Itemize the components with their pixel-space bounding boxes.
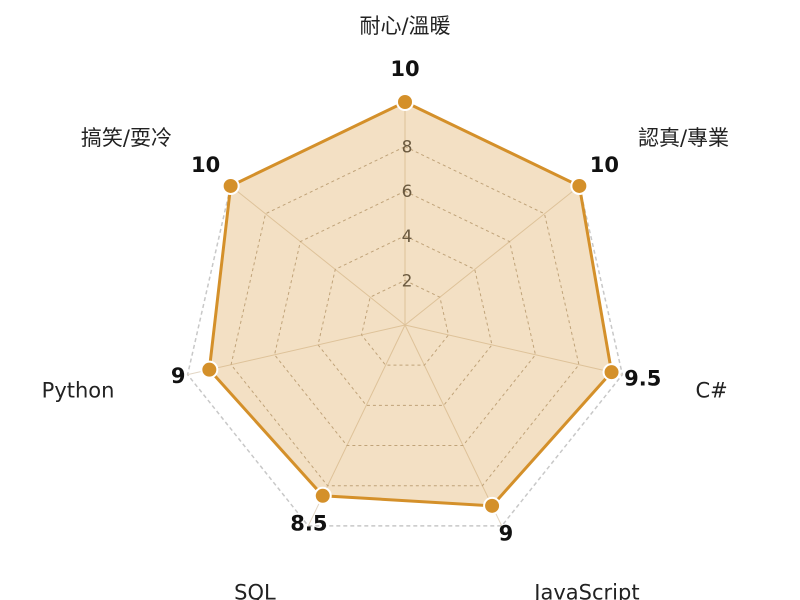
value-label: 10	[191, 153, 220, 177]
category-label: 耐心/溫暖	[359, 14, 450, 38]
spoke	[404, 185, 580, 326]
radar-area	[207, 100, 614, 508]
data-point	[221, 176, 240, 195]
category-label: 搞笑/耍冷	[81, 126, 172, 150]
data-point	[483, 496, 502, 515]
spoke	[187, 324, 406, 376]
outer-ring	[186, 101, 624, 527]
data-point	[200, 360, 219, 379]
value-label: 8.5	[290, 512, 327, 536]
spoke	[404, 324, 623, 376]
value-label: 9	[171, 364, 186, 388]
category-label: Python	[42, 378, 115, 402]
grid-ring	[230, 146, 580, 487]
category-label: JavaScript	[532, 580, 639, 600]
category-label: 認真/專業	[638, 126, 729, 150]
tick-label: 6	[402, 182, 413, 202]
tick-label: 8	[402, 138, 413, 158]
category-label: C#	[696, 378, 728, 402]
data-point	[396, 93, 414, 111]
data-point	[570, 176, 589, 195]
spoke	[404, 324, 503, 527]
data-point	[313, 486, 332, 505]
grid-ring	[317, 235, 493, 406]
tick-label: 4	[402, 227, 413, 247]
category-label: SQL	[234, 580, 276, 600]
spoke	[230, 185, 406, 326]
value-label: 9	[499, 522, 514, 546]
value-label: 10	[390, 57, 419, 81]
data-point	[602, 363, 621, 382]
tick-label: 2	[402, 271, 413, 291]
value-label: 9.5	[624, 366, 661, 390]
value-label: 10	[590, 153, 619, 177]
